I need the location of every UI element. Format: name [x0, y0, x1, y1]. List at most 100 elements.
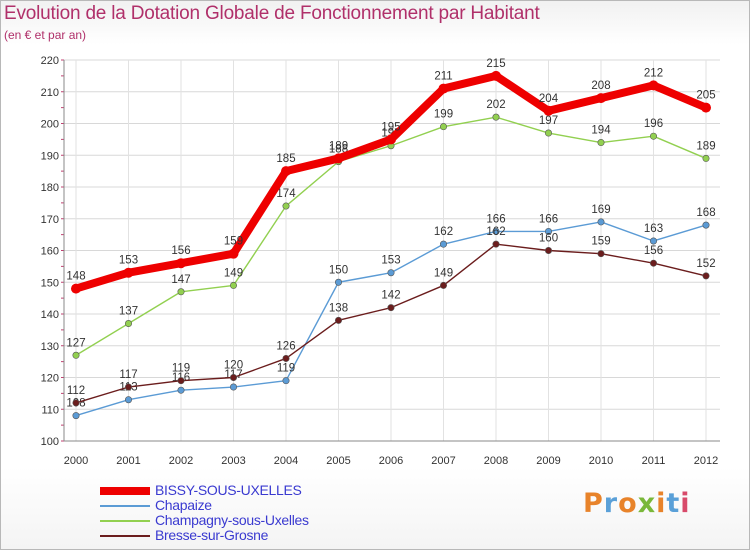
data-label: 162	[486, 226, 505, 238]
data-label: 160	[539, 233, 558, 245]
data-point	[492, 113, 500, 121]
data-label: 196	[644, 118, 663, 130]
data-point	[123, 267, 134, 278]
data-point	[228, 248, 239, 259]
data-label: 138	[329, 302, 348, 314]
data-point	[282, 377, 290, 385]
data-label: 147	[171, 274, 190, 286]
x-tick-label: 2009	[536, 455, 560, 467]
data-label: 153	[119, 255, 138, 267]
data-point	[125, 320, 133, 328]
data-point	[386, 134, 396, 145]
data-label: 150	[329, 264, 348, 276]
data-label: 149	[224, 267, 243, 279]
data-label: 215	[486, 58, 505, 70]
data-label: 174	[276, 188, 296, 200]
data-label: 162	[434, 226, 453, 238]
x-tick-label: 2002	[169, 455, 193, 467]
y-tick-label: 170	[41, 214, 59, 226]
x-tick-label: 2000	[64, 455, 88, 467]
data-label: 194	[591, 125, 611, 137]
data-label: 185	[276, 153, 295, 165]
data-point	[597, 139, 605, 147]
data-point	[72, 351, 80, 359]
data-point	[281, 166, 291, 177]
data-label: 149	[434, 267, 453, 279]
logo-letter: x	[637, 488, 657, 519]
logo-letter: t	[666, 488, 681, 519]
data-label: 152	[696, 258, 715, 270]
data-label: 212	[644, 67, 663, 79]
x-tick-label: 2012	[694, 455, 718, 467]
data-point	[649, 237, 657, 245]
chart-title: Evolution de la Dotation Globale de Fonc…	[4, 3, 540, 24]
y-tick-label: 110	[41, 404, 59, 416]
data-point	[544, 247, 552, 255]
data-point	[596, 93, 606, 104]
data-label: 137	[119, 306, 138, 318]
data-point	[648, 80, 659, 91]
data-point	[544, 129, 552, 137]
proxiti-logo: Proxiti	[583, 488, 691, 519]
data-label: 120	[224, 360, 243, 372]
data-point	[649, 132, 657, 140]
data-point	[491, 70, 501, 81]
line-chart: 100 110 120 130 140 150 160 170 180 190 200 210 220 2…	[41, 55, 720, 467]
data-label: 168	[696, 207, 715, 219]
logo-letter: r	[603, 488, 619, 519]
legend-swatch	[100, 487, 150, 495]
data-label: 117	[119, 369, 137, 381]
data-point	[439, 281, 447, 289]
data-point	[439, 240, 447, 248]
legend-label: BISSY-SOUS-UXELLES	[155, 482, 302, 498]
data-point	[702, 272, 710, 280]
x-tick-label: 2006	[379, 455, 403, 467]
data-point	[387, 304, 395, 312]
data-point	[177, 386, 185, 394]
x-tick-label: 2001	[116, 455, 140, 467]
data-label: 208	[591, 80, 610, 92]
data-label: 142	[381, 290, 400, 302]
y-tick-label: 180	[41, 182, 59, 194]
data-point	[701, 102, 711, 113]
x-tick-label: 2007	[431, 455, 455, 467]
data-point	[125, 383, 133, 391]
data-point	[702, 154, 710, 162]
data-label: 163	[644, 223, 663, 235]
logo-letter: o	[618, 488, 638, 519]
data-point	[334, 278, 342, 286]
data-label: 197	[539, 115, 558, 127]
data-label: 126	[276, 340, 295, 352]
data-point	[72, 399, 80, 407]
data-label: 156	[171, 245, 190, 257]
x-tick-label: 2008	[484, 455, 508, 467]
chart-subtitle: (en € et par an)	[4, 28, 87, 42]
data-point	[230, 281, 238, 289]
x-tick-label: 2010	[589, 455, 613, 467]
data-label: 148	[66, 271, 85, 283]
data-point	[438, 83, 449, 94]
data-point	[597, 218, 605, 226]
data-point	[702, 221, 710, 229]
data-point	[387, 269, 395, 277]
data-point	[439, 123, 447, 131]
y-tick-label: 140	[41, 309, 59, 321]
legend-label: Champagny-sous-Uxelles	[155, 512, 309, 528]
data-label: 199	[434, 109, 453, 121]
data-label: 205	[696, 90, 715, 102]
data-point	[230, 373, 238, 381]
data-label: 119	[172, 363, 190, 375]
legend-swatch	[100, 505, 150, 507]
data-label: 189	[696, 140, 715, 152]
y-tick-label: 200	[41, 119, 59, 131]
data-label: 166	[539, 213, 558, 225]
data-point	[282, 354, 290, 362]
data-label: 202	[486, 99, 505, 111]
legend-label: Chapaize	[155, 497, 212, 513]
data-point	[177, 288, 185, 296]
data-point	[334, 316, 342, 324]
data-point	[71, 283, 81, 294]
data-point	[492, 227, 500, 235]
data-point	[544, 227, 552, 235]
y-tick-label: 120	[41, 373, 59, 385]
